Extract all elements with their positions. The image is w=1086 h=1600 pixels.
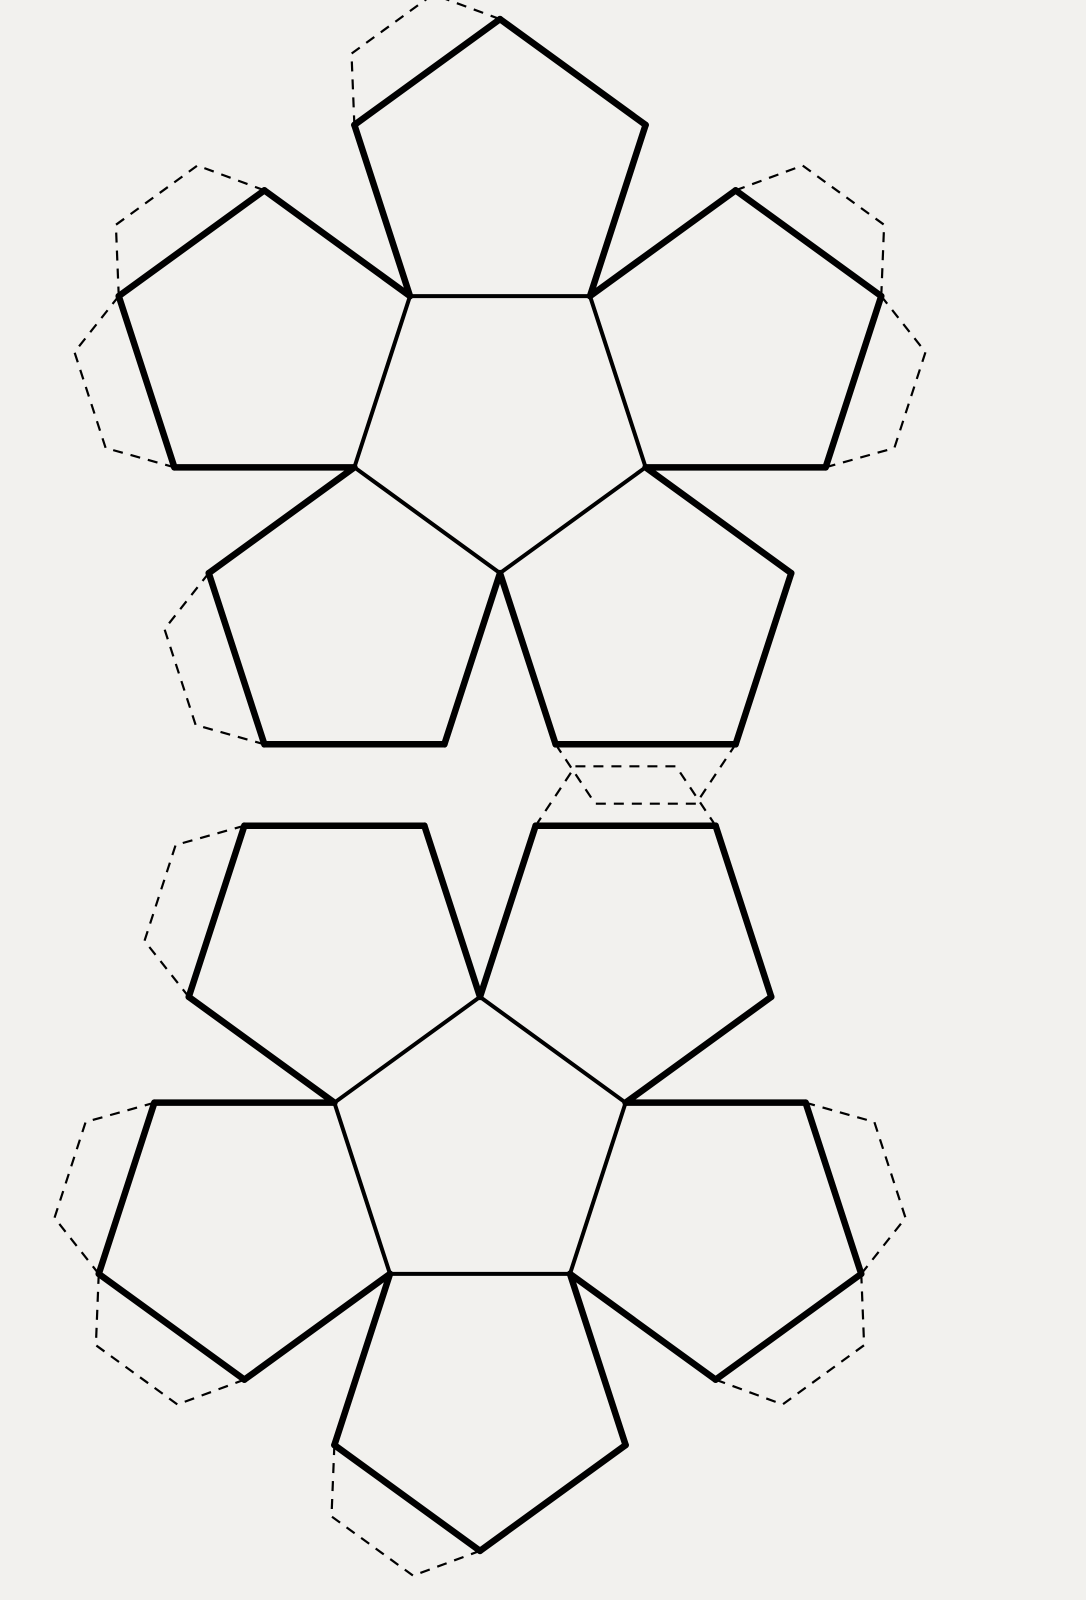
glue-tab [556,744,736,803]
solid-layer [99,19,882,1551]
dodecahedron-net-diagram [0,0,1086,1600]
glue-tab [536,766,716,825]
